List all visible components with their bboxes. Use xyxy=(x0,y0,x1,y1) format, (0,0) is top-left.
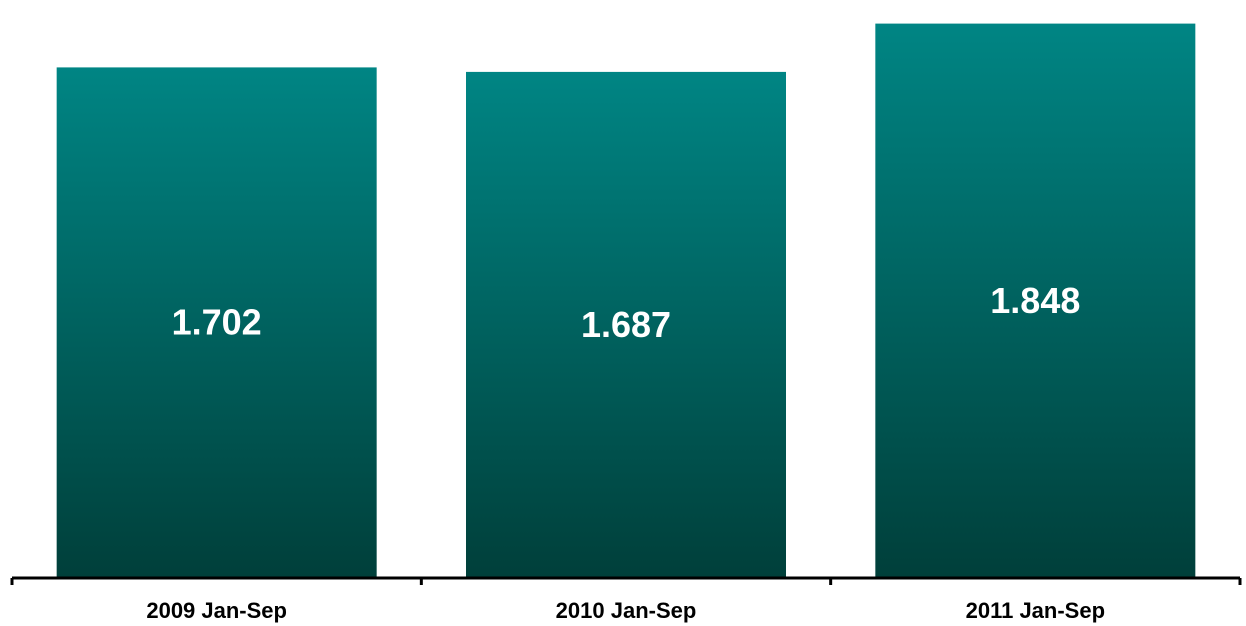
category-label-0: 2009 Jan-Sep xyxy=(146,598,287,623)
bar-1 xyxy=(466,71,786,579)
bars-group xyxy=(56,23,1196,579)
category-labels-group: 2009 Jan-Sep 2010 Jan-Sep 2011 Jan-Sep xyxy=(146,598,1105,623)
bar-value-label-1: 1.687 xyxy=(581,304,671,345)
category-label-2: 2011 Jan-Sep xyxy=(966,598,1105,623)
bar-2 xyxy=(875,23,1196,579)
bar-0 xyxy=(56,67,377,579)
category-label-1: 2010 Jan-Sep xyxy=(556,598,697,623)
bar-value-label-2: 1.848 xyxy=(990,280,1080,321)
x-axis xyxy=(10,576,1242,585)
value-labels-group: 1.702 1.687 1.848 xyxy=(172,280,1081,345)
bar-value-label-0: 1.702 xyxy=(172,302,262,343)
